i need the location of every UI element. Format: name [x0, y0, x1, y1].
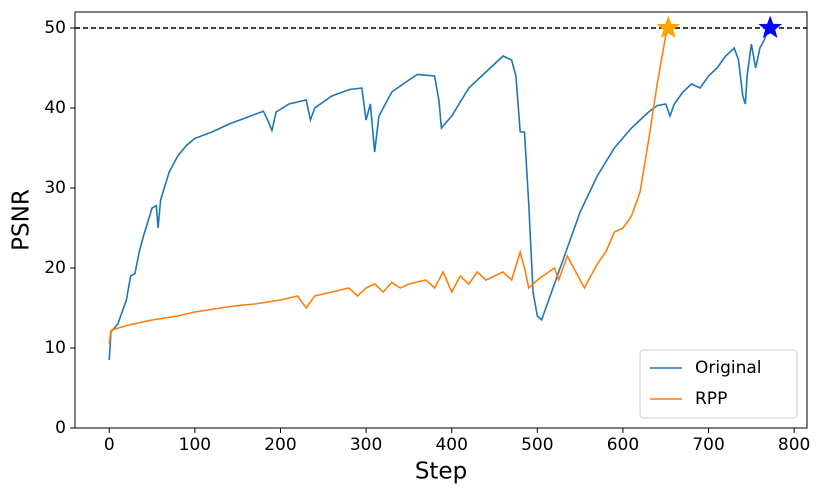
y-tick-label: 0 — [55, 418, 66, 438]
y-tick-label: 50 — [44, 18, 66, 38]
y-tick-label: 40 — [44, 98, 66, 118]
x-tick-label: 700 — [692, 435, 724, 455]
y-tick-label: 30 — [44, 178, 66, 198]
plot-frame — [74, 11, 808, 429]
end-marker — [656, 15, 681, 39]
legend-label: Original — [695, 358, 762, 378]
legend-label: RPP — [695, 389, 727, 409]
series-line — [108, 27, 770, 361]
x-tick-label: 100 — [179, 435, 211, 455]
x-tick-label: 800 — [778, 435, 810, 455]
x-axis-label: Step — [415, 459, 467, 485]
legend-box — [639, 349, 798, 419]
x-tick-label: 0 — [104, 435, 115, 455]
y-tick-label: 10 — [44, 338, 66, 358]
series-line — [108, 27, 670, 345]
y-axis-label: PSNR — [9, 189, 35, 251]
x-tick-label: 200 — [264, 435, 296, 455]
x-tick-label: 400 — [435, 435, 467, 455]
x-tick-label: 600 — [607, 435, 639, 455]
y-tick-label: 20 — [44, 258, 66, 278]
x-tick-label: 500 — [521, 435, 553, 455]
x-tick-label: 300 — [350, 435, 382, 455]
end-marker — [758, 15, 783, 39]
